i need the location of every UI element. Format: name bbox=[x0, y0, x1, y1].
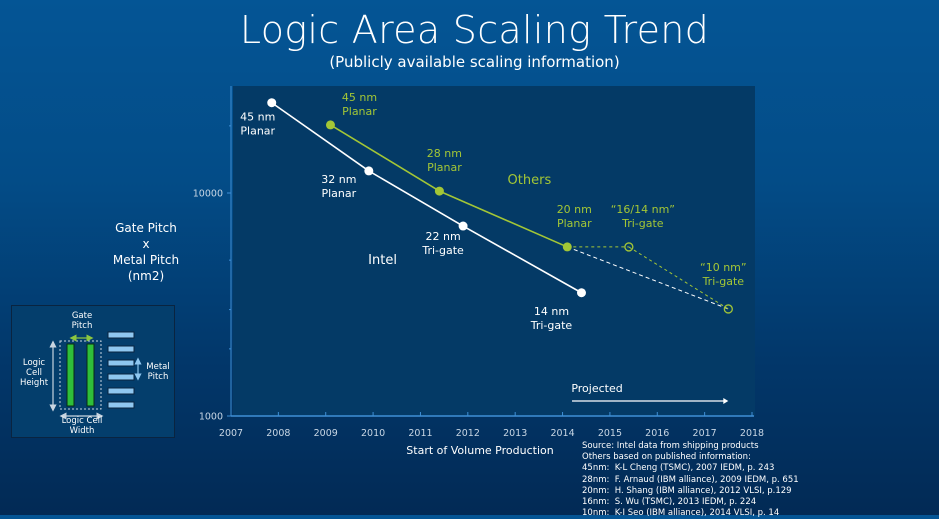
others-segment bbox=[628, 246, 729, 310]
x-tick-label: 2012 bbox=[456, 428, 480, 439]
others-point bbox=[562, 242, 572, 252]
metal-pitch-label: Metal Pitch bbox=[140, 362, 176, 382]
source-line: 45nm: K-L Cheng (TSMC), 2007 IEDM, p. 24… bbox=[582, 463, 775, 474]
gate-line bbox=[86, 343, 95, 407]
data-label: Planar bbox=[557, 217, 592, 230]
source-notes: Source: Intel data from shipping product… bbox=[582, 441, 799, 519]
source-line: 20nm: H. Shang (IBM alliance), 2012 VLSI… bbox=[582, 485, 792, 496]
data-label: 20 nm bbox=[557, 203, 592, 216]
others-segment bbox=[330, 124, 440, 192]
data-label: 45 nm bbox=[240, 111, 275, 124]
cell-diagram-graphic bbox=[49, 331, 142, 420]
x-tick-label: 2014 bbox=[550, 428, 574, 439]
label-line: Pitch bbox=[71, 321, 93, 331]
intel-point bbox=[267, 98, 277, 108]
x-tick-label: 2017 bbox=[693, 428, 717, 439]
y-axis-label-line: (nm2) bbox=[127, 269, 165, 283]
x-tick-label: 2015 bbox=[598, 428, 622, 439]
logic-cell-height-label: Logic Cell Height bbox=[14, 358, 54, 388]
label-line: Logic Cell bbox=[61, 416, 103, 426]
gate-pitch-label: Gate Pitch bbox=[62, 311, 102, 331]
source-line: 10nm: K-I Seo (IBM alliance), 2014 VLSI,… bbox=[582, 508, 780, 519]
slide-subtitle: (Publicly available scaling information) bbox=[329, 53, 620, 71]
others-point bbox=[325, 120, 335, 130]
intel-segment bbox=[271, 102, 370, 172]
intel-segment bbox=[462, 225, 582, 294]
intel-point bbox=[576, 288, 586, 298]
data-label: Tri-gate bbox=[421, 244, 464, 257]
data-label: “10 nm” bbox=[700, 261, 747, 274]
x-tick-label: 2010 bbox=[361, 428, 385, 439]
data-label: “16/14 nm” bbox=[611, 203, 675, 216]
y-axis-label: Gate Pitch x Metal Pitch (nm2) bbox=[96, 220, 196, 284]
series-label-intel: Intel bbox=[368, 253, 397, 268]
y-tick-label: 10000 bbox=[193, 189, 223, 200]
cell-diagram: Gate Pitch Logic Cell Height Metal Pitch… bbox=[11, 305, 175, 438]
others-segment bbox=[439, 190, 568, 248]
series-label-others: Others bbox=[508, 173, 552, 188]
data-label: Planar bbox=[321, 187, 356, 200]
intel-segment bbox=[368, 170, 464, 227]
data-label: 22 nm bbox=[425, 230, 460, 243]
others-point-projected bbox=[624, 242, 634, 252]
slide-title: Logic Area Scaling Trend bbox=[239, 8, 710, 52]
label-line: Pitch bbox=[147, 372, 169, 382]
x-tick-label: 2007 bbox=[219, 428, 243, 439]
others-point-projected bbox=[723, 304, 733, 314]
label-line: Width bbox=[69, 426, 95, 436]
data-label: Tri-gate bbox=[530, 319, 573, 332]
source-line: Source: Intel data from shipping product… bbox=[582, 441, 759, 451]
data-label: 28 nm bbox=[427, 147, 462, 160]
cell-boundary bbox=[59, 340, 102, 410]
data-label: 32 nm bbox=[321, 173, 356, 186]
label-line: Logic bbox=[22, 358, 46, 368]
data-label: Planar bbox=[342, 105, 377, 118]
label-line: Height bbox=[19, 378, 49, 388]
projected-arrow-head bbox=[723, 398, 729, 404]
x-tick-label: 2013 bbox=[503, 428, 527, 439]
source-line: 28nm: F. Arnaud (IBM alliance), 2009 IED… bbox=[582, 474, 799, 485]
label-line: Gate bbox=[71, 311, 93, 321]
x-tick-label: 2009 bbox=[314, 428, 338, 439]
data-label: Tri-gate bbox=[702, 275, 745, 288]
source-line: 16nm: S. Wu (TSMC), 2013 IEDM, p. 224 bbox=[582, 497, 757, 508]
x-tick-label: 2011 bbox=[408, 428, 432, 439]
projected-label: Projected bbox=[571, 382, 622, 395]
y-tick-label: 1000 bbox=[199, 412, 223, 423]
data-label: 14 nm bbox=[534, 305, 569, 318]
gate-line bbox=[66, 343, 75, 407]
data-label: 45 nm bbox=[342, 91, 377, 104]
x-tick-label: 2016 bbox=[645, 428, 669, 439]
x-tick-label: 2008 bbox=[266, 428, 290, 439]
intel-point bbox=[364, 166, 374, 176]
x-axis-label: Start of Volume Production bbox=[406, 444, 554, 457]
data-label: Tri-gate bbox=[621, 217, 664, 230]
x-tick-label: 2018 bbox=[740, 428, 764, 439]
projection-20nm-to-10nm bbox=[567, 246, 729, 310]
label-line: Metal bbox=[146, 362, 170, 372]
logic-cell-width-label: Logic Cell Width bbox=[52, 416, 112, 436]
data-label: Planar bbox=[427, 161, 462, 174]
plot-area bbox=[233, 86, 755, 416]
intel-point bbox=[458, 221, 468, 231]
label-line: Cell bbox=[26, 368, 42, 378]
data-label: Planar bbox=[240, 125, 275, 138]
metal-lines bbox=[107, 331, 135, 409]
y-axis-label-line: Metal Pitch bbox=[112, 253, 180, 267]
y-axis-label-line: x bbox=[142, 237, 150, 251]
source-line: Others based on published information: bbox=[582, 452, 751, 463]
y-axis-label-line: Gate Pitch bbox=[115, 221, 177, 235]
others-point bbox=[434, 186, 444, 196]
